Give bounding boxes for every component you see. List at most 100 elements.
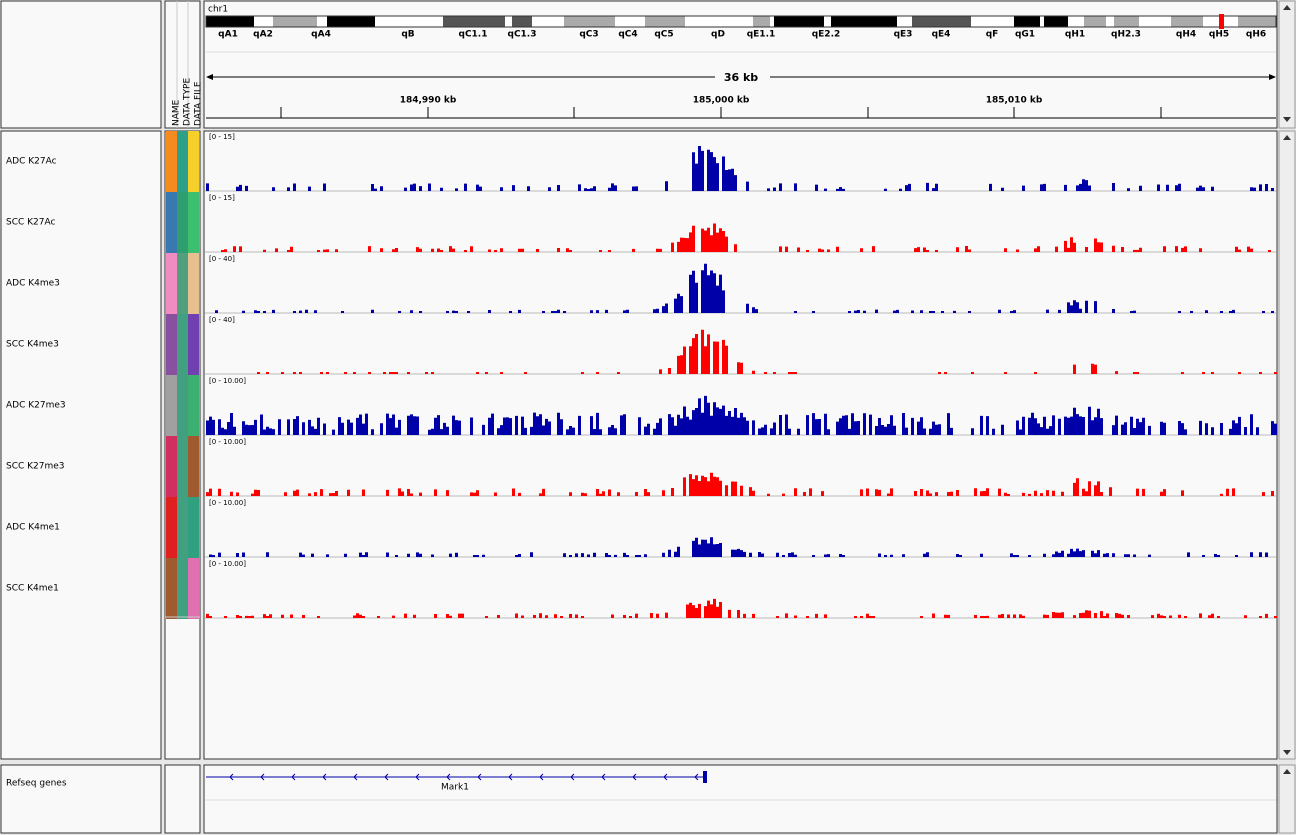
band-label: qE1.1 (747, 30, 776, 40)
cytoband (971, 16, 1014, 27)
band-label: qC1.3 (508, 30, 537, 40)
coverage-signal (206, 472, 1274, 496)
cytoband (685, 16, 753, 27)
data-range: [0 - 10.00] (209, 377, 246, 385)
cytoband (564, 16, 615, 27)
attribute-cell (188, 558, 199, 619)
scrollbar[interactable] (1278, 0, 1296, 129)
cytoband (206, 16, 254, 27)
cytoband (645, 16, 685, 27)
coverage-signal (206, 395, 1277, 435)
cytoband (615, 16, 645, 27)
band-label: qC5 (654, 30, 673, 40)
track-name: SCC K27me3 (6, 462, 65, 472)
scrollbar[interactable] (1278, 764, 1296, 834)
band-label: qE2.2 (812, 30, 841, 40)
band-label: qF (986, 30, 999, 40)
cytoband (443, 16, 505, 27)
gene-exon (703, 771, 707, 783)
track-name: ADC K4me1 (6, 523, 60, 533)
data-range: [0 - 10.00] (209, 499, 246, 507)
band-label: qE3 (894, 30, 913, 40)
band-label: qA2 (253, 30, 273, 40)
cytoband (505, 16, 512, 27)
cytoband (1044, 16, 1068, 27)
cytoband (375, 16, 443, 27)
track-name: ADC K27Ac (6, 157, 57, 167)
cytoband (1068, 16, 1084, 27)
cytoband (512, 16, 532, 27)
cytoband (1040, 16, 1044, 27)
strand-chevron (570, 773, 575, 781)
cytoband (327, 16, 375, 27)
cytoband (774, 16, 824, 27)
attribute-header: DATA FILE (194, 81, 204, 126)
data-panel (203, 130, 1278, 760)
gene-label: Mark1 (441, 783, 469, 793)
band-label: qE4 (932, 30, 951, 40)
feature-name-panel (0, 764, 162, 834)
attribute-cell (177, 375, 188, 436)
cytoband (753, 16, 770, 27)
strand-chevron (477, 773, 482, 781)
track-name: SCC K4me1 (6, 584, 59, 594)
strand-chevron (694, 773, 699, 781)
cytoband (1238, 16, 1276, 27)
cytoband (254, 16, 273, 27)
ruler-label: 185,000 kb (693, 96, 750, 106)
chromosome-name: chr1 (208, 5, 228, 15)
cytoband (1114, 16, 1139, 27)
band-label: qH4 (1176, 30, 1196, 40)
strand-chevron (539, 773, 544, 781)
attribute-cell (188, 497, 199, 558)
cytoband (912, 16, 971, 27)
band-label: qC3 (579, 30, 598, 40)
attribute-cell (188, 375, 199, 436)
feature-track-name: Refseq genes (6, 779, 67, 789)
cytoband (1014, 16, 1040, 27)
strand-chevron (632, 773, 637, 781)
band-label: qH2.3 (1111, 30, 1141, 40)
attribute-cell (188, 253, 199, 314)
attribute-cell (177, 192, 188, 253)
cytoband (317, 16, 327, 27)
band-label: qB (401, 30, 414, 40)
band-label: qD (711, 30, 725, 40)
ideogram-outline (205, 15, 1277, 28)
feature-attribute-panel (164, 764, 201, 834)
band-label: qH5 (1209, 30, 1229, 40)
coverage-signal (206, 146, 1274, 191)
band-label: qC4 (618, 30, 637, 40)
attribute-cell (177, 131, 188, 192)
strand-chevron (291, 773, 296, 781)
scrollbar[interactable] (1278, 130, 1296, 760)
attribute-cell (166, 253, 177, 314)
attribute-cell (166, 131, 177, 192)
data-range: [0 - 10.00] (209, 438, 246, 446)
span-label: 36 kb (724, 71, 758, 84)
track-name: ADC K27me3 (6, 401, 66, 411)
data-range: [0 - 40] (209, 255, 235, 263)
attribute-cell (177, 497, 188, 558)
attribute-cell (177, 314, 188, 375)
cytoband (1139, 16, 1171, 27)
name-panel (0, 130, 162, 760)
strand-chevron (353, 773, 358, 781)
attribute-header: DATA TYPE (183, 78, 193, 126)
ruler-label: 184,990 kb (400, 96, 457, 106)
track-name: SCC K27Ac (6, 218, 55, 228)
attribute-header: NAME (172, 99, 182, 126)
data-range: [0 - 15] (209, 194, 235, 202)
attribute-cell (188, 436, 199, 497)
band-label: qG1 (1015, 30, 1035, 40)
attribute-cell (166, 497, 177, 558)
feature-panel (203, 764, 1278, 834)
cytoband (770, 16, 774, 27)
ruler-label: 185,010 kb (986, 96, 1043, 106)
strand-chevron (508, 773, 513, 781)
attribute-cell (188, 192, 199, 253)
attribute-cell (177, 253, 188, 314)
attribute-cell (166, 375, 177, 436)
band-label: qC1.1 (459, 30, 488, 40)
